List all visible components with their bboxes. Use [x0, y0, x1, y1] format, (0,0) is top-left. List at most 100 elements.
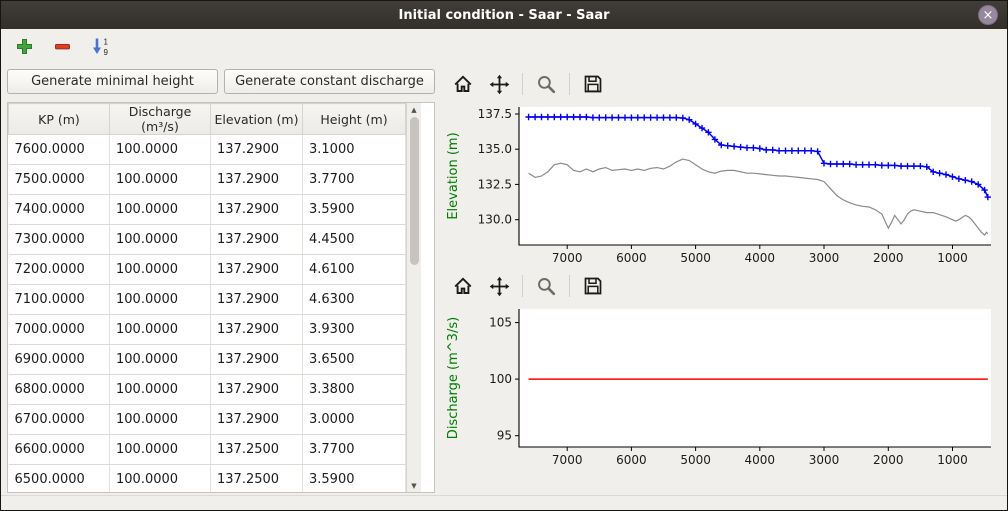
table-cell[interactable]: 137.2900 — [210, 134, 303, 165]
table-cell[interactable]: 137.2900 — [210, 404, 303, 435]
table-cell[interactable]: 100.0000 — [109, 224, 211, 255]
table-cell[interactable]: 100.0000 — [109, 464, 211, 492]
column-header[interactable]: Height (m) — [302, 103, 406, 135]
elevation-plot[interactable]: 7000 6000 5000 4000 3000 2000 1000 137.5 135.0 13… — [443, 99, 999, 271]
table-row[interactable]: 7000.0000 100.0000 137.2900 3.9300 — [8, 314, 406, 345]
plus-icon — [16, 38, 32, 54]
table-cell[interactable]: 3.1000 — [302, 134, 406, 165]
table-cell[interactable]: 137.2900 — [210, 374, 303, 405]
svg-text:3000: 3000 — [809, 453, 840, 467]
table-cell[interactable]: 4.4500 — [302, 224, 406, 255]
table-cell[interactable]: 6700.0000 — [8, 404, 110, 435]
discharge-plot[interactable]: 7000 6000 5000 4000 3000 2000 1000 105 100 95 Disc… — [443, 301, 999, 473]
svg-text:Discharge (m^3/s): Discharge (m^3/s) — [446, 317, 461, 439]
table-cell[interactable]: 6500.0000 — [8, 464, 110, 492]
table-row[interactable]: 6800.0000 100.0000 137.2900 3.3800 — [8, 374, 406, 405]
table-row[interactable]: 7300.0000 100.0000 137.2900 4.4500 — [8, 224, 406, 255]
generate-minimal-height-button[interactable]: Generate minimal height — [7, 69, 218, 94]
remove-row-button[interactable] — [49, 33, 75, 59]
table-cell[interactable]: 100.0000 — [109, 404, 211, 435]
column-header[interactable]: KP (m) — [8, 103, 110, 135]
svg-text:3000: 3000 — [809, 251, 840, 265]
table-cell[interactable]: 7500.0000 — [8, 164, 110, 195]
discharge-save-button[interactable] — [577, 273, 609, 299]
table-cell[interactable]: 7000.0000 — [8, 314, 110, 345]
table-cell[interactable]: 3.0000 — [302, 404, 406, 435]
table-cell[interactable]: 137.2500 — [210, 434, 303, 465]
table-row[interactable]: 6700.0000 100.0000 137.2900 3.0000 — [8, 404, 406, 435]
table-cell[interactable]: 100.0000 — [109, 434, 211, 465]
add-row-button[interactable] — [11, 33, 37, 59]
table-row[interactable]: 6900.0000 100.0000 137.2900 3.6500 — [8, 344, 406, 375]
window-title: Initial condition - Saar - Saar — [398, 7, 610, 23]
scroll-up-icon[interactable]: ▲ — [411, 105, 417, 114]
table-cell[interactable]: 100.0000 — [109, 134, 211, 165]
table-cell[interactable]: 4.6300 — [302, 284, 406, 315]
column-header[interactable]: Discharge (m³/s) — [109, 103, 211, 135]
table-row[interactable]: 6600.0000 100.0000 137.2500 3.7700 — [8, 434, 406, 465]
table-cell[interactable]: 3.5900 — [302, 194, 406, 225]
home-icon — [454, 75, 472, 92]
column-header[interactable]: Elevation (m) — [210, 103, 303, 135]
table-cell[interactable]: 6600.0000 — [8, 434, 110, 465]
discharge-zoom-button[interactable] — [530, 273, 562, 299]
close-button[interactable]: × — [978, 5, 998, 25]
elevation-save-button[interactable] — [577, 71, 609, 97]
table-cell[interactable]: 7100.0000 — [8, 284, 110, 315]
scroll-down-icon[interactable]: ▼ — [411, 481, 417, 490]
titlebar[interactable]: Initial condition - Saar - Saar × — [1, 1, 1007, 29]
table-cell[interactable]: 7300.0000 — [8, 224, 110, 255]
table-row[interactable]: 7500.0000 100.0000 137.2900 3.7700 — [8, 164, 406, 195]
table-cell[interactable]: 137.2900 — [210, 164, 303, 195]
elevation-home-button[interactable] — [447, 71, 479, 97]
table-row[interactable]: 7400.0000 100.0000 137.2900 3.5900 — [8, 194, 406, 225]
table-cell[interactable]: 137.2500 — [210, 464, 303, 492]
table-cell[interactable]: 137.2900 — [210, 224, 303, 255]
table-cell[interactable]: 6800.0000 — [8, 374, 110, 405]
table-row[interactable]: 6500.0000 100.0000 137.2500 3.5900 — [8, 464, 406, 492]
table-cell[interactable]: 137.2900 — [210, 194, 303, 225]
main-content: Generate minimal height Generate constan… — [1, 63, 1007, 495]
table-cell[interactable]: 3.7700 — [302, 164, 406, 195]
table-cell[interactable]: 100.0000 — [109, 284, 211, 315]
discharge-home-button[interactable] — [447, 273, 479, 299]
table-row[interactable]: 7100.0000 100.0000 137.2900 4.6300 — [8, 284, 406, 315]
table-cell[interactable]: 100.0000 — [109, 254, 211, 285]
elevation-zoom-button[interactable] — [530, 71, 562, 97]
pan-icon — [489, 74, 509, 94]
table-cell[interactable]: 6900.0000 — [8, 344, 110, 375]
table-cell[interactable]: 3.3800 — [302, 374, 406, 405]
table-scrollbar[interactable]: ▲ ▼ — [406, 103, 421, 492]
table-cell[interactable]: 100.0000 — [109, 164, 211, 195]
toolbar-separator — [569, 73, 570, 95]
table-cell[interactable]: 3.7700 — [302, 434, 406, 465]
close-icon: × — [982, 7, 994, 23]
table-cell[interactable]: 4.6100 — [302, 254, 406, 285]
table-cell[interactable]: 7600.0000 — [8, 134, 110, 165]
table-cell[interactable]: 137.2900 — [210, 314, 303, 345]
sort-rows-button[interactable]: 1 9 — [87, 33, 113, 59]
toolbar-separator — [569, 275, 570, 297]
svg-text:105: 105 — [489, 316, 512, 330]
table-cell[interactable]: 100.0000 — [109, 344, 211, 375]
table-cell[interactable]: 137.2900 — [210, 254, 303, 285]
table-cell[interactable]: 137.2900 — [210, 344, 303, 375]
generate-constant-discharge-button[interactable]: Generate constant discharge — [224, 69, 435, 94]
table-cell[interactable]: 3.5900 — [302, 464, 406, 492]
table-cell[interactable]: 3.6500 — [302, 344, 406, 375]
discharge-pan-button[interactable] — [483, 273, 515, 299]
svg-text:5000: 5000 — [680, 453, 711, 467]
table-cell[interactable]: 137.2900 — [210, 284, 303, 315]
svg-text:6000: 6000 — [616, 251, 647, 265]
table-cell[interactable]: 7200.0000 — [8, 254, 110, 285]
table-cell[interactable]: 100.0000 — [109, 314, 211, 345]
table-row[interactable]: 7200.0000 100.0000 137.2900 4.6100 — [8, 254, 406, 285]
table-row[interactable]: 7600.0000 100.0000 137.2900 3.1000 — [8, 134, 406, 165]
table-cell[interactable]: 3.9300 — [302, 314, 406, 345]
table-cell[interactable]: 100.0000 — [109, 194, 211, 225]
elevation-pan-button[interactable] — [483, 71, 515, 97]
table-cell[interactable]: 7400.0000 — [8, 194, 110, 225]
scrollbar-thumb[interactable] — [409, 117, 419, 265]
table-cell[interactable]: 100.0000 — [109, 374, 211, 405]
